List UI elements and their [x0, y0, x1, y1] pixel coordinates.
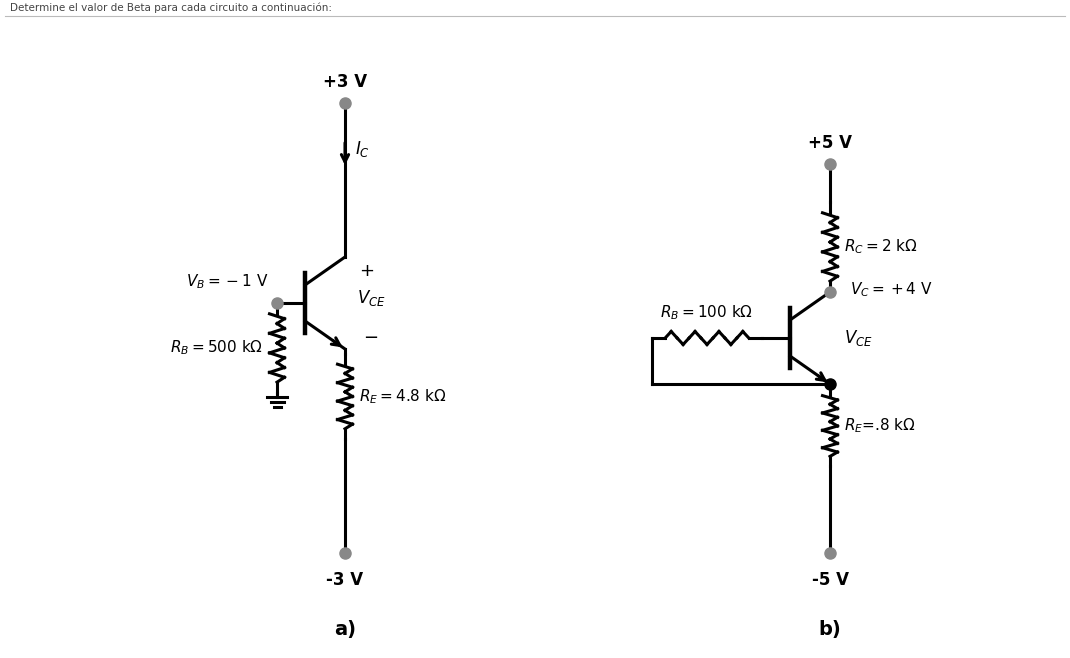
Text: b): b)	[819, 620, 841, 640]
Text: $V_C = +4$ V: $V_C = +4$ V	[850, 281, 933, 299]
Text: -3 V: -3 V	[326, 571, 364, 589]
Text: $R_C = 2$ kΩ: $R_C = 2$ kΩ	[844, 238, 918, 257]
Text: $R_B = 500$ kΩ: $R_B = 500$ kΩ	[170, 339, 263, 357]
Text: $V_{CE}$: $V_{CE}$	[844, 328, 873, 348]
Text: a): a)	[334, 620, 356, 640]
Text: +: +	[360, 262, 374, 280]
Text: $R_B = 100$ kΩ: $R_B = 100$ kΩ	[660, 303, 753, 322]
Text: −: −	[363, 329, 378, 347]
Text: $R_E = 4.8$ kΩ: $R_E = 4.8$ kΩ	[360, 387, 446, 406]
Text: Determine el valor de Beta para cada circuito a continuación:: Determine el valor de Beta para cada cir…	[10, 3, 332, 13]
Text: $R_E$=.8 kΩ: $R_E$=.8 kΩ	[844, 417, 916, 436]
Text: +5 V: +5 V	[808, 134, 852, 152]
Text: $V_B =-1$ V: $V_B =-1$ V	[186, 272, 269, 291]
Text: +3 V: +3 V	[323, 73, 367, 91]
Text: $V_{CE}$: $V_{CE}$	[357, 288, 386, 308]
Text: $I_C$: $I_C$	[355, 139, 370, 159]
Text: -5 V: -5 V	[811, 571, 849, 589]
